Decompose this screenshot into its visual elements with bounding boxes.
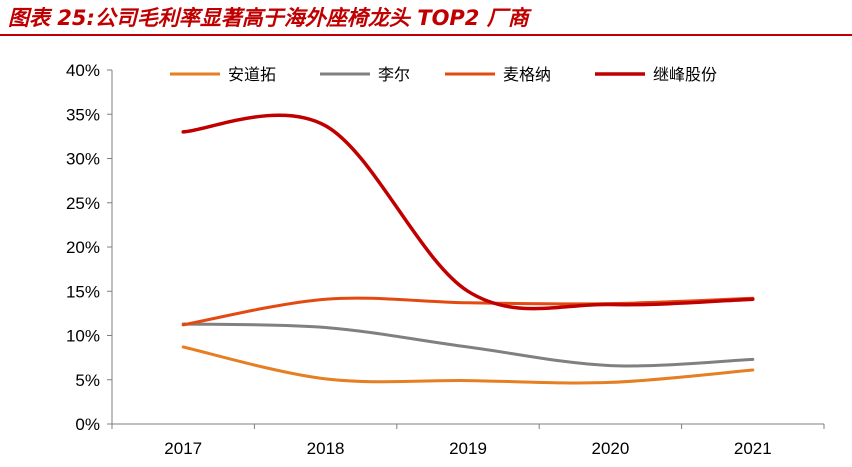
legend-label: 麦格纳	[503, 65, 551, 84]
x-tick-label: 2020	[591, 439, 629, 458]
series-lines	[181, 113, 755, 385]
x-tick-label: 2017	[164, 439, 202, 458]
y-tick-label: 0%	[75, 415, 100, 434]
legend-label: 李尔	[378, 65, 410, 84]
legend-label: 继峰股份	[653, 65, 717, 84]
y-tick-label: 20%	[66, 238, 100, 257]
x-tick-label: 2018	[307, 439, 345, 458]
legend-label: 安道拓	[228, 65, 276, 84]
y-tick-label: 35%	[66, 105, 100, 124]
title-underline	[0, 34, 852, 36]
x-tick-label: 2019	[449, 439, 487, 458]
x-tick-label: 2021	[734, 439, 772, 458]
y-tick-label: 5%	[75, 371, 100, 390]
chart-legend: 安道拓 李尔 麦格纳 继峰股份	[170, 65, 717, 84]
chart-axes: 0% 5% 10% 15% 20% 25% 30% 35% 40% 2017 2018 2019 202…	[66, 61, 825, 458]
series-line-4	[181, 113, 755, 311]
y-tick-label: 30%	[66, 150, 100, 169]
series-line-1	[181, 345, 755, 385]
y-tick-label: 10%	[66, 327, 100, 346]
y-tick-label: 15%	[66, 282, 100, 301]
y-tick-label: 25%	[66, 194, 100, 213]
chart-title: 图表 25:公司毛利率显著高于海外座椅龙头 TOP2 厂商	[8, 6, 529, 30]
y-tick-label: 40%	[66, 61, 100, 80]
series-line-2	[181, 322, 755, 368]
